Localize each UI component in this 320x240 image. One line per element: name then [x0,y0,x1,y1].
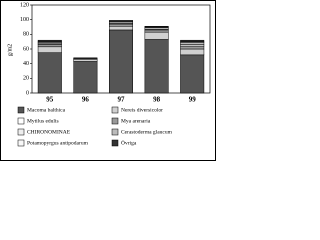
legend-label: Cerastoderma glaucum [121,129,173,135]
y-tick-label: 120 [20,2,29,8]
bar-segment [180,54,205,94]
legend-label: CHIRONOMINAE [27,129,71,135]
bar-segment [180,39,205,42]
y-tick-label: 60 [23,46,29,52]
bar-segment [37,46,62,53]
legend-swatch [17,128,25,136]
y-tick-label: 0 [26,90,29,96]
bar-segment [37,52,62,94]
legend-label: Mytilus edulis [27,118,59,124]
bar-segment [73,57,98,59]
page: g/m2 0 20 40 60 80 100 120 95 96 97 98 99 Macoma bal… [0,0,216,161]
legend-swatch [111,139,119,147]
bar-segment [73,59,98,62]
legend-swatch [111,128,119,136]
bar-segment [180,45,205,50]
bar-segment [109,29,133,94]
legend-label: Macoma balthica [27,107,66,113]
bar-segment [73,61,98,94]
chart: g/m2 0 20 40 60 80 100 120 95 96 97 98 99 Macoma bal… [0,0,216,161]
x-tick-label: 97 [118,96,126,104]
x-tick-label: 96 [82,96,90,104]
legend-label: Potamopyrgus antipodarum [27,140,89,146]
legend-swatch [111,117,119,125]
bar-segment [144,39,169,94]
bar-segment [144,26,169,28]
legend-label: Övriga [121,139,137,146]
legend-swatch [17,117,25,125]
x-tick-label: 98 [153,96,161,104]
x-tick-label: 99 [189,96,197,104]
bar-segment [180,48,205,56]
y-axis-label: g/m2 [7,44,13,56]
bar-segment [109,20,133,22]
bar-segment [109,23,133,27]
bar-segment [37,44,62,48]
bar-segment [144,29,169,33]
y-tick-label: 80 [23,32,29,38]
legend-swatch [111,106,119,114]
y-tick-label: 40 [23,61,29,67]
x-tick-label: 95 [46,96,54,104]
legend-swatch [17,139,25,147]
bar-segment [144,31,169,40]
bar-segment [109,26,133,31]
bar-segment [180,42,205,45]
legend-label: Mya arenaria [121,118,151,124]
y-tick-label: 20 [23,76,29,82]
legend-swatch [17,106,25,114]
y-tick-label: 100 [20,17,29,23]
legend-label: Nereis diversicolor [121,107,163,113]
bar-segment [37,39,62,42]
